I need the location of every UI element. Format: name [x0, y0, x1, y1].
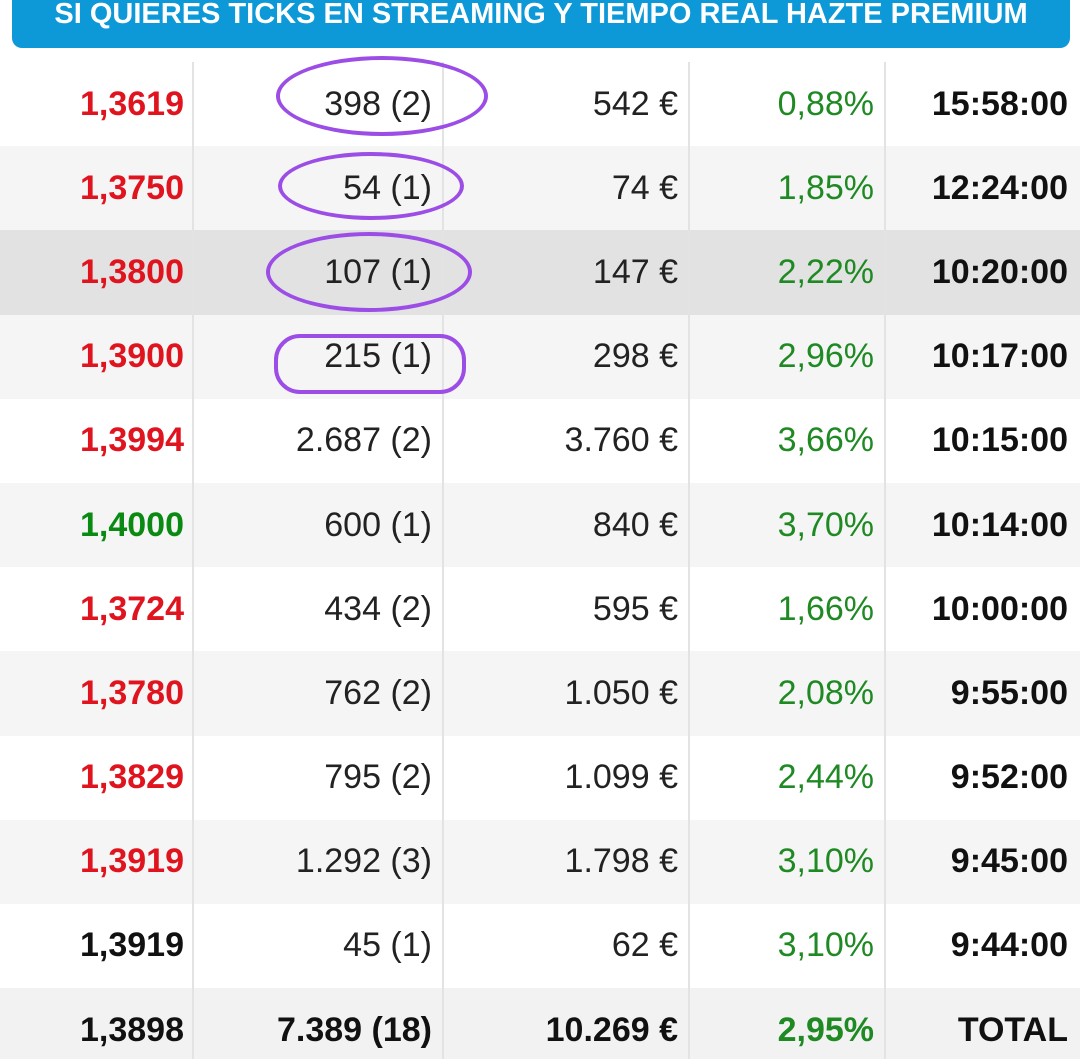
time-cell: 9:44:00 — [884, 903, 1080, 989]
total-row: 1,3898 7.389 (18) 10.269 €2,95% TOTAL — [0, 988, 1080, 1059]
time-cell: 10:15:00 — [884, 398, 1080, 483]
price-cell: 1,3724 — [80, 589, 184, 628]
premium-banner[interactable]: SI QUIERES TICKS EN STREAMING Y TIEMPO R… — [12, 0, 1070, 48]
table-row[interactable]: 1,3800 107 (1) 147 €2,22% 10:20:00 — [0, 230, 1080, 315]
volume-cell: 600 (1) — [192, 482, 442, 568]
volume-cell: 54 (1) — [192, 146, 442, 231]
price-cell: 1,3829 — [80, 758, 184, 797]
percent-cell: 2,96% — [688, 314, 884, 399]
price-cell: 1,3919 — [80, 842, 184, 881]
volume-cell: 215 (1) — [192, 314, 442, 399]
price-cell: 1,3619 — [80, 84, 184, 123]
amount-cell: 1.099 € — [442, 735, 688, 820]
percent-cell: 2,08% — [688, 651, 884, 736]
volume-cell: 762 (2) — [192, 651, 442, 736]
percent-cell: 3,66% — [688, 398, 884, 483]
table-row[interactable]: 1,4000 600 (1) 840 €3,70% 10:14:00 — [0, 482, 1080, 568]
volume-cell: 398 (2) — [192, 62, 442, 147]
amount-cell: 542 € — [442, 62, 688, 147]
time-cell: 10:17:00 — [884, 314, 1080, 399]
time-cell: 10:00:00 — [884, 567, 1080, 652]
volume-cell: 434 (2) — [192, 567, 442, 652]
price-cell: 1,4000 — [80, 505, 184, 544]
table-row[interactable]: 1,3724 434 (2) 595 €1,66% 10:00:00 — [0, 567, 1080, 652]
table-row[interactable]: 1,3994 2.687 (2) 3.760 €3,66% 10:15:00 — [0, 398, 1080, 483]
total-volume-cell: 7.389 (18) — [192, 988, 442, 1059]
percent-cell: 2,22% — [688, 230, 884, 315]
time-cell: 9:55:00 — [884, 651, 1080, 736]
percent-cell: 1,66% — [688, 567, 884, 652]
percent-cell: 2,44% — [688, 735, 884, 820]
percent-cell: 3,10% — [688, 903, 884, 989]
amount-cell: 62 € — [442, 903, 688, 989]
table-row[interactable]: 1,3619 398 (2) 542 €0,88% 15:58:00 — [0, 62, 1080, 147]
time-cell: 15:58:00 — [884, 62, 1080, 147]
table-row[interactable]: 1,3750 54 (1) 74 €1,85% 12:24:00 — [0, 146, 1080, 231]
ticks-table: 1,3619 398 (2) 542 €0,88% 15:58:00 1,3750 54 … — [0, 62, 1080, 1059]
table-row[interactable]: 1,3780 762 (2) 1.050 €2,08% 9:55:00 — [0, 651, 1080, 736]
total-percent-cell: 2,95% — [688, 988, 884, 1059]
volume-cell: 1.292 (3) — [192, 819, 442, 904]
volume-cell: 45 (1) — [192, 903, 442, 989]
table-row[interactable]: 1,3829 795 (2) 1.099 €2,44% 9:52:00 — [0, 735, 1080, 820]
total-label: TOTAL — [884, 988, 1080, 1059]
amount-cell: 595 € — [442, 567, 688, 652]
table-row[interactable]: 1,3919 45 (1) 62 €3,10% 9:44:00 — [0, 903, 1080, 989]
time-cell: 9:45:00 — [884, 819, 1080, 904]
percent-cell: 3,70% — [688, 482, 884, 568]
price-cell: 1,3900 — [80, 337, 184, 376]
amount-cell: 1.798 € — [442, 819, 688, 904]
amount-cell: 1.050 € — [442, 651, 688, 736]
volume-cell: 107 (1) — [192, 230, 442, 315]
price-cell: 1,3800 — [80, 252, 184, 291]
price-cell: 1,3994 — [80, 421, 184, 460]
amount-cell: 840 € — [442, 482, 688, 568]
total-price-cell: 1,3898 — [80, 1010, 184, 1049]
time-cell: 10:20:00 — [884, 230, 1080, 315]
percent-cell: 3,10% — [688, 819, 884, 904]
table-row[interactable]: 1,3919 1.292 (3) 1.798 €3,10% 9:45:00 — [0, 819, 1080, 904]
total-amount-cell: 10.269 € — [442, 988, 688, 1059]
amount-cell: 298 € — [442, 314, 688, 399]
price-cell: 1,3919 — [80, 926, 184, 965]
percent-cell: 0,88% — [688, 62, 884, 147]
volume-cell: 2.687 (2) — [192, 398, 442, 483]
price-cell: 1,3750 — [80, 168, 184, 207]
amount-cell: 3.760 € — [442, 398, 688, 483]
time-cell: 9:52:00 — [884, 735, 1080, 820]
table-row[interactable]: 1,3900 215 (1) 298 €2,96% 10:17:00 — [0, 314, 1080, 399]
time-cell: 12:24:00 — [884, 146, 1080, 231]
time-cell: 10:14:00 — [884, 482, 1080, 568]
percent-cell: 1,85% — [688, 146, 884, 231]
amount-cell: 147 € — [442, 230, 688, 315]
amount-cell: 74 € — [442, 146, 688, 231]
price-cell: 1,3780 — [80, 673, 184, 712]
volume-cell: 795 (2) — [192, 735, 442, 820]
